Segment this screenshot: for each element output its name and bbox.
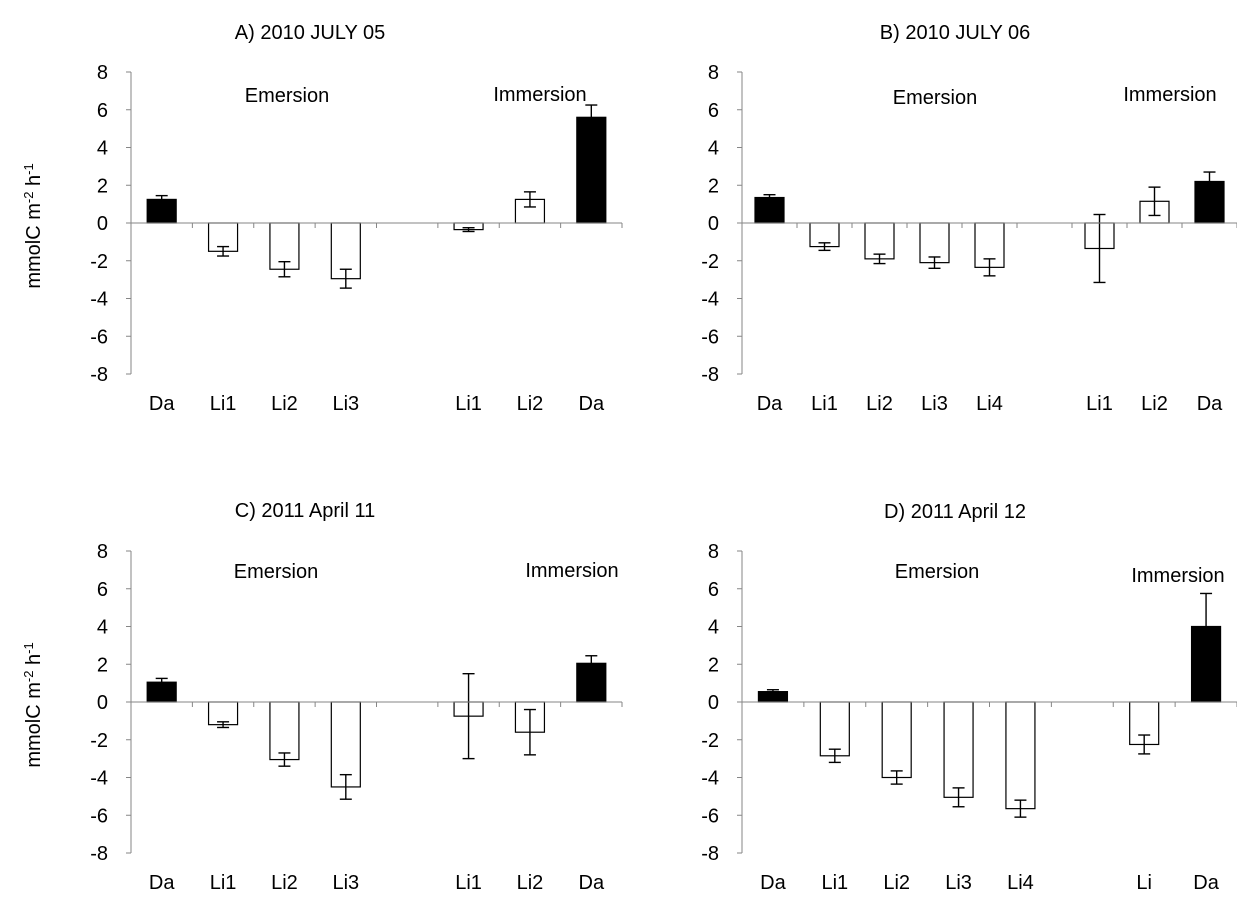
- panel-d-category-label: Li4: [1007, 872, 1034, 894]
- panel-c-y-axis-label: mmolC m-2 h-1: [21, 642, 46, 767]
- panel-c-bar: [330, 701, 361, 788]
- panel-b-y-tick-label: -6: [701, 326, 719, 348]
- panel-b-y-tick-label: -2: [701, 251, 719, 273]
- panel-b-immersion-label: Immersion: [1123, 84, 1216, 106]
- panel-b-y-tick-label: 2: [708, 175, 719, 197]
- panel-c-category-label: Li2: [271, 872, 298, 894]
- panel-c: C) 2011 April 11 Emersion Immersion mmol…: [21, 500, 623, 894]
- panel-b-title: B) 2010 JULY 06: [880, 22, 1030, 44]
- panel-c-bar: [269, 701, 300, 761]
- panel-b-category-label: Li3: [921, 393, 948, 415]
- panel-c-category-label: Da: [579, 872, 605, 894]
- panel-a-category-label: Li3: [332, 393, 359, 415]
- panel-d-category-label: Da: [760, 872, 786, 894]
- panel-d-bar: [943, 701, 974, 798]
- panel-d-y-tick-label: 6: [708, 579, 719, 601]
- panel-a-y-tick-label: -4: [90, 289, 108, 311]
- panel-b-category-label: Li4: [976, 393, 1003, 415]
- panel-b-y-tick-label: 0: [708, 213, 719, 235]
- panel-d-y-tick-label: -8: [701, 843, 719, 865]
- panel-a-y-tick-label: -2: [90, 251, 108, 273]
- panel-a-y-tick-label: 8: [97, 62, 108, 84]
- panel-a-y-tick-label: 4: [97, 138, 108, 160]
- panel-a-category-label: Li2: [517, 393, 544, 415]
- panel-c-emersion-label: Emersion: [234, 561, 318, 583]
- panel-a-category-label: Li1: [455, 393, 482, 415]
- panel-c-immersion-label: Immersion: [525, 560, 618, 582]
- panel-a-title: A) 2010 JULY 05: [235, 22, 385, 44]
- panel-a-category-label: Da: [579, 393, 605, 415]
- panel-b-y-tick-label: 8: [708, 62, 719, 84]
- panel-d-y-tick-label: 0: [708, 692, 719, 714]
- panel-b-category-label: Li2: [866, 393, 893, 415]
- panel-d-category-label: Li: [1136, 872, 1152, 894]
- panel-b-category-label: Da: [757, 393, 783, 415]
- panel-c-y-tick-label: 4: [97, 617, 108, 639]
- panel-c-y-tick-label: 2: [97, 654, 108, 676]
- panel-d-y-tick-label: -2: [701, 730, 719, 752]
- panel-b-category-label: Li2: [1141, 393, 1168, 415]
- panel-a-bar: [576, 116, 607, 224]
- panel-b-emersion-label: Emersion: [893, 87, 977, 109]
- panel-a-y-tick-label: 2: [97, 175, 108, 197]
- panel-d-bar: [1005, 701, 1036, 810]
- panel-a: A) 2010 JULY 05 Emersion Immersion mmolC…: [21, 22, 623, 415]
- panel-d-y-tick-label: 8: [708, 541, 719, 563]
- panel-b: B) 2010 JULY 06 Emersion Immersion 8 6 4 2 0…: [701, 22, 1237, 415]
- panel-a-category-label: Da: [149, 393, 175, 415]
- panel-b-y-tick-label: -8: [701, 364, 719, 386]
- panel-a-emersion-label: Emersion: [245, 85, 329, 107]
- panel-c-category-label: Li1: [210, 872, 237, 894]
- panel-c-y-tick-label: 8: [97, 541, 108, 563]
- panel-d-emersion-label: Emersion: [895, 561, 979, 583]
- panel-d-y-tick-label: -6: [701, 805, 719, 827]
- panel-a-y-tick-label: 6: [97, 100, 108, 122]
- panel-a-y-tick-label: 0: [97, 213, 108, 235]
- panel-a-y-axis-label: mmolC m-2 h-1: [21, 163, 46, 288]
- panel-b-y-tick-label: 6: [708, 100, 719, 122]
- panel-c-y-tick-label: -8: [90, 843, 108, 865]
- panel-d-immersion-label: Immersion: [1131, 565, 1224, 587]
- panel-c-y-tick-label: 0: [97, 692, 108, 714]
- panel-c-category-label: Li1: [455, 872, 482, 894]
- panel-a-category-label: Li2: [271, 393, 298, 415]
- panel-b-bar: [864, 222, 895, 260]
- panel-d-bar: [819, 701, 850, 757]
- panel-c-y-tick-label: -2: [90, 730, 108, 752]
- panel-c-y-tick-label: -6: [90, 805, 108, 827]
- panel-d-y-tick-label: 2: [708, 654, 719, 676]
- panel-b-category-label: Li1: [1086, 393, 1113, 415]
- panel-d-category-label: Da: [1193, 872, 1219, 894]
- panel-d-category-label: Li3: [945, 872, 972, 894]
- panel-d: D) 2011 April 12 Emersion Immersion 8 6 4 2…: [701, 501, 1237, 894]
- panel-d-category-label: Li2: [883, 872, 910, 894]
- panel-c-category-label: Da: [149, 872, 175, 894]
- panel-d-title: D) 2011 April 12: [884, 501, 1026, 523]
- panel-b-y-tick-label: 4: [708, 138, 719, 160]
- panel-b-bar: [754, 196, 785, 224]
- panel-d-y-tick-label: 4: [708, 617, 719, 639]
- panel-c-title: C) 2011 April 11: [235, 500, 375, 522]
- panel-b-y-tick-label: -4: [701, 289, 719, 311]
- panel-c-category-label: Li2: [517, 872, 544, 894]
- panel-d-bar: [881, 701, 912, 779]
- panel-a-category-label: Li1: [210, 393, 237, 415]
- panel-c-y-tick-label: 6: [97, 579, 108, 601]
- panel-a-immersion-label: Immersion: [493, 84, 586, 106]
- panel-d-category-label: Li1: [821, 872, 848, 894]
- panel-a-y-tick-label: -8: [90, 364, 108, 386]
- panel-d-y-tick-label: -4: [701, 768, 719, 790]
- panel-a-y-tick-label: -6: [90, 326, 108, 348]
- panel-c-y-tick-label: -4: [90, 768, 108, 790]
- panel-c-category-label: Li3: [332, 872, 359, 894]
- panel-b-category-label: Li1: [811, 393, 838, 415]
- panel-b-category-label: Da: [1197, 393, 1223, 415]
